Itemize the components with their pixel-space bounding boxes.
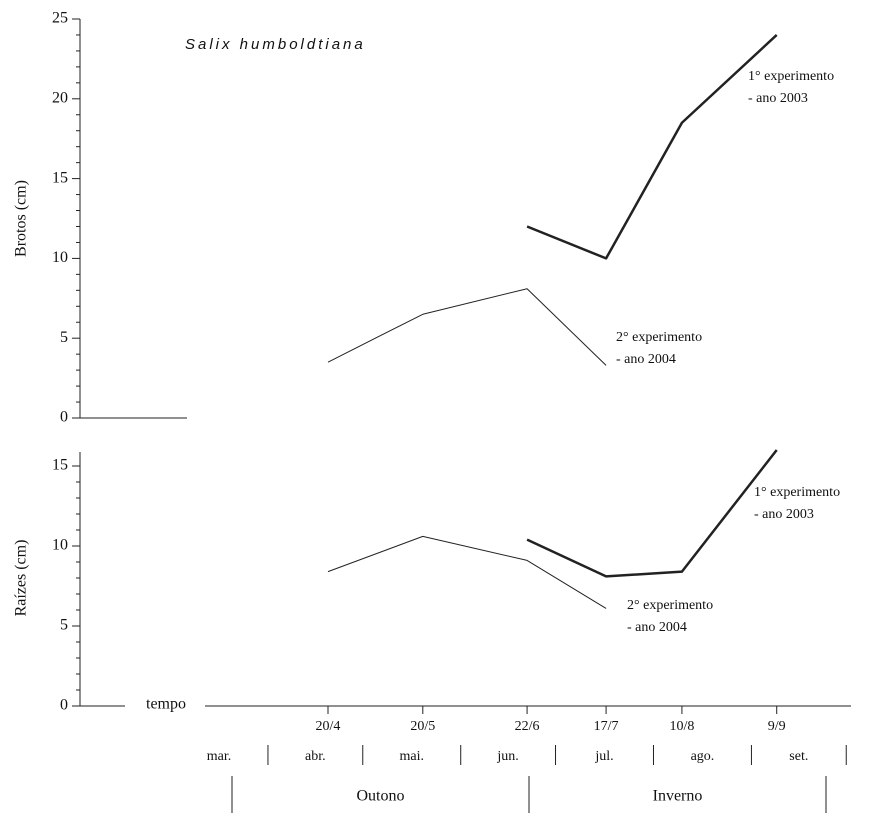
x-tick-label: 20/4 [316,719,341,734]
y-tick-label: 25 [52,10,68,27]
month-label: jun. [496,749,518,764]
y-axis-label: Brotos (cm) [13,180,30,257]
x-axis-label: tempo [146,696,186,713]
month-label: jul. [594,749,613,764]
x-tick-label: 22/6 [515,719,540,734]
series-line [526,449,778,578]
series-label: 2° experimento [627,598,713,613]
series-line [327,535,607,609]
series-label: - ano 2003 [748,91,808,106]
month-label: ago. [691,749,715,764]
series-label: 1° experimento [748,69,834,84]
season-label: Outono [357,788,405,805]
series-label: - ano 2003 [754,507,814,522]
y-tick-label: 0 [60,409,68,426]
series-label: - ano 2004 [616,352,676,367]
x-tick-label: 17/7 [594,719,619,734]
y-tick-label: 10 [52,249,68,266]
chart-title: Salix humboldtiana [185,36,366,53]
month-label: mai. [399,749,424,764]
y-tick-label: 0 [60,697,68,714]
series-label: 2° experimento [616,330,702,345]
y-tick-label: 20 [52,89,68,106]
series-line [327,288,607,366]
x-tick-label: 9/9 [768,719,786,734]
series-label: 1° experimento [754,485,840,500]
y-tick-label: 5 [60,617,68,634]
month-label: mar. [207,749,232,764]
season-label: Inverno [653,788,703,805]
y-tick-label: 15 [52,457,68,474]
y-tick-label: 10 [52,537,68,554]
month-label: set. [789,749,808,764]
month-label: abr. [305,749,326,764]
y-axis-label: Raízes (cm) [13,540,30,617]
series-label: - ano 2004 [627,620,687,635]
series-line [526,34,778,260]
y-tick-label: 5 [60,329,68,346]
x-tick-label: 20/5 [410,719,435,734]
x-tick-label: 10/8 [669,719,694,734]
y-tick-label: 15 [52,169,68,186]
